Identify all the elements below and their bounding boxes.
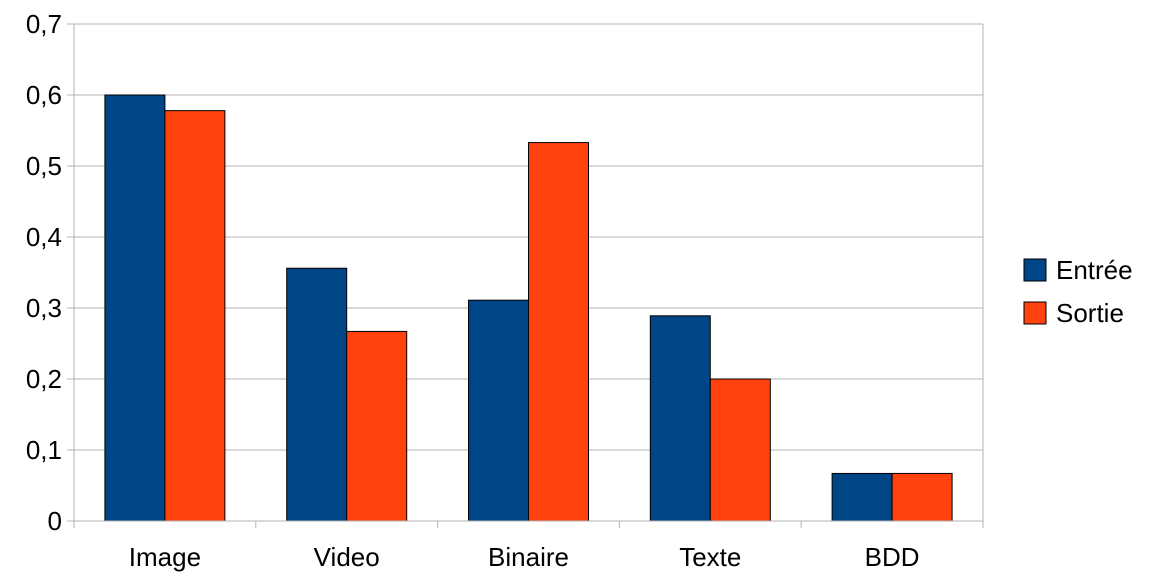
x-tick-labels: Image Video Binaire Texte BDD <box>129 542 920 572</box>
bar-bdd-1 <box>891 472 953 522</box>
y-tick-label: 0 <box>48 506 62 536</box>
y-tick-label: 0,2 <box>26 364 62 394</box>
bar-video-1 <box>346 330 408 522</box>
bar-binaire-1 <box>528 142 589 522</box>
x-tick-label: Texte <box>679 542 741 572</box>
y-tick-label: 0,1 <box>26 435 62 465</box>
bar-image-0 <box>104 94 166 522</box>
y-tick-label: 0,3 <box>26 293 62 323</box>
x-tick-label: Video <box>314 542 380 572</box>
bar-bdd-0 <box>831 472 893 522</box>
bar-texte-0 <box>649 315 711 522</box>
x-tick-label: BDD <box>865 542 920 572</box>
bar-image-1 <box>164 110 226 522</box>
bar-texte-1 <box>709 378 771 522</box>
legend-swatch <box>1023 258 1047 282</box>
y-tick-labels: 0 0,1 0,2 0,3 0,4 0,5 0,6 0,7 <box>26 9 62 536</box>
bar-binaire-0 <box>468 299 529 522</box>
y-tick-label: 0,5 <box>26 151 62 181</box>
y-tick-label: 0,7 <box>26 9 62 39</box>
legend-label: Entrée <box>1056 255 1133 285</box>
x-tick-label: Image <box>129 542 201 572</box>
x-tick-label: Binaire <box>488 542 569 572</box>
y-tick-label: 0,4 <box>26 222 62 252</box>
bars <box>104 94 953 522</box>
legend-label: Sortie <box>1056 298 1124 328</box>
legend-swatch <box>1023 301 1047 325</box>
bar-video-0 <box>286 267 348 522</box>
legend: Entrée Sortie <box>1023 255 1133 328</box>
y-tick-label: 0,6 <box>26 80 62 110</box>
axes <box>67 23 984 528</box>
